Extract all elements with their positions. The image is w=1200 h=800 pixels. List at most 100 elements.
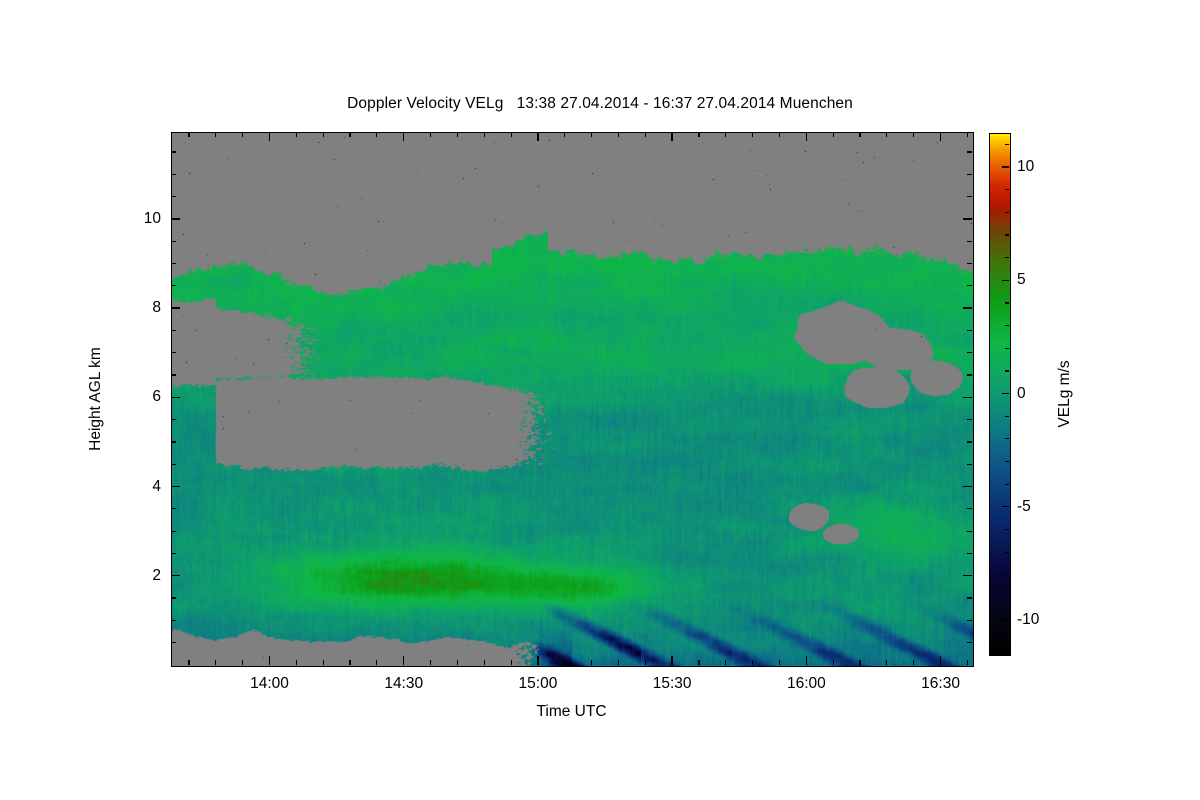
colorbar-tick-label: 10 bbox=[1017, 157, 1035, 175]
heatmap-plot-area[interactable] bbox=[171, 132, 974, 667]
x-axis-minor-tick bbox=[188, 132, 190, 137]
x-axis-minor-tick bbox=[698, 660, 700, 665]
y-axis-minor-tick bbox=[967, 352, 972, 354]
colorbar-minor-tick bbox=[1005, 574, 1009, 576]
x-axis-minor-tick bbox=[215, 132, 217, 137]
doppler-velocity-heatmap bbox=[172, 133, 973, 666]
x-axis-major-tick bbox=[537, 132, 539, 141]
y-axis-major-tick bbox=[963, 307, 972, 309]
colorbar-minor-tick bbox=[1005, 642, 1009, 644]
colorbar-title: VELg m/s bbox=[1056, 359, 1073, 428]
colorbar-major-tick bbox=[1002, 279, 1009, 281]
colorbar-major-tick bbox=[1002, 506, 1009, 508]
x-axis-minor-tick bbox=[322, 660, 324, 665]
y-axis-minor-tick bbox=[967, 374, 972, 376]
y-axis-minor-tick bbox=[967, 552, 972, 555]
x-axis-minor-tick bbox=[886, 660, 888, 665]
y-axis-minor-tick bbox=[967, 285, 972, 287]
y-axis-major-tick bbox=[963, 485, 972, 488]
colorbar-minor-tick bbox=[1005, 234, 1009, 236]
y-axis-minor-tick bbox=[967, 463, 972, 465]
x-axis-minor-tick bbox=[349, 132, 351, 137]
colorbar-tick-label: 0 bbox=[1017, 384, 1026, 402]
y-axis-major-tick bbox=[171, 396, 180, 399]
y-axis-major-tick bbox=[963, 396, 972, 399]
x-axis-major-tick bbox=[939, 132, 942, 141]
x-axis-tick-label: 14:30 bbox=[384, 675, 424, 692]
x-axis-major-tick bbox=[939, 656, 942, 665]
colorbar-minor-tick bbox=[1005, 189, 1009, 191]
x-axis-major-tick bbox=[403, 132, 405, 141]
x-axis-minor-tick bbox=[913, 660, 915, 665]
y-axis-tick-label: 10 bbox=[143, 209, 161, 227]
y-axis-minor-tick bbox=[171, 151, 176, 153]
colorbar-major-tick bbox=[1002, 619, 1009, 621]
x-axis-minor-tick bbox=[617, 660, 620, 665]
y-axis-major-tick bbox=[963, 575, 972, 577]
colorbar-minor-tick bbox=[1005, 551, 1009, 553]
colorbar-minor-tick bbox=[1005, 528, 1009, 531]
y-axis-minor-tick bbox=[171, 240, 176, 242]
y-axis-major-tick bbox=[171, 575, 180, 577]
x-axis-minor-tick bbox=[886, 132, 888, 137]
x-axis-minor-tick bbox=[242, 660, 244, 665]
x-axis-minor-tick bbox=[322, 132, 324, 137]
y-axis-tick-label: 4 bbox=[152, 477, 161, 495]
colorbar-minor-tick bbox=[1005, 257, 1009, 259]
y-axis-major-tick bbox=[171, 485, 180, 488]
x-axis-minor-tick bbox=[778, 132, 781, 137]
x-axis-minor-tick bbox=[376, 660, 378, 665]
y-axis-minor-tick bbox=[171, 374, 176, 376]
y-axis-major-tick bbox=[171, 218, 180, 220]
x-axis-minor-tick bbox=[242, 132, 244, 137]
colorbar-minor-tick bbox=[1005, 370, 1009, 372]
x-axis-minor-tick bbox=[215, 660, 217, 665]
x-axis-minor-tick bbox=[510, 660, 512, 665]
y-axis-minor-tick bbox=[967, 508, 972, 510]
x-axis-tick-label: 16:30 bbox=[921, 675, 960, 692]
x-axis-minor-tick bbox=[966, 660, 969, 665]
y-axis-minor-tick bbox=[967, 196, 972, 198]
x-axis-tick-label: 16:00 bbox=[786, 675, 826, 692]
y-axis-minor-tick bbox=[171, 619, 176, 621]
y-axis-minor-tick bbox=[171, 285, 176, 287]
x-axis-minor-tick bbox=[859, 660, 861, 665]
x-axis-major-tick bbox=[403, 656, 405, 665]
page-title: Doppler Velocity VELg 13:38 27.04.2014 -… bbox=[347, 95, 853, 112]
x-axis-minor-tick bbox=[483, 660, 485, 665]
x-axis-minor-tick bbox=[725, 132, 727, 137]
y-axis-minor-tick bbox=[967, 642, 972, 644]
x-axis-minor-tick bbox=[913, 132, 915, 137]
colorbar-minor-tick bbox=[1005, 302, 1009, 304]
x-axis-minor-tick bbox=[376, 132, 378, 137]
y-axis-minor-tick bbox=[171, 463, 176, 465]
x-axis-minor-tick bbox=[483, 132, 485, 137]
colorbar-minor-tick bbox=[1005, 211, 1009, 213]
colorbar-minor-tick bbox=[1005, 415, 1009, 417]
x-axis-minor-tick bbox=[778, 660, 781, 665]
y-axis-minor-tick bbox=[171, 262, 176, 265]
x-axis-minor-tick bbox=[752, 132, 754, 137]
x-axis-minor-tick bbox=[698, 132, 700, 137]
y-axis-minor-tick bbox=[171, 552, 176, 555]
y-axis-minor-tick bbox=[967, 530, 972, 532]
colorbar-gradient bbox=[990, 134, 1010, 655]
y-axis-minor-tick bbox=[967, 597, 972, 599]
colorbar-minor-tick bbox=[1005, 143, 1009, 145]
y-axis-minor-tick bbox=[171, 530, 176, 532]
x-axis-tick-label: 15:00 bbox=[518, 675, 558, 692]
y-axis-minor-tick bbox=[967, 441, 972, 443]
y-axis-tick-label: 2 bbox=[152, 566, 161, 584]
colorbar[interactable] bbox=[989, 133, 1011, 656]
colorbar-minor-tick bbox=[1005, 347, 1009, 349]
x-axis-minor-tick bbox=[832, 660, 834, 665]
x-axis-minor-tick bbox=[295, 660, 297, 665]
y-axis-minor-tick bbox=[171, 508, 176, 510]
y-axis-minor-tick bbox=[171, 441, 176, 443]
y-axis-major-tick bbox=[171, 307, 180, 309]
y-axis-tick-label: 8 bbox=[152, 299, 161, 317]
y-axis-minor-tick bbox=[171, 196, 176, 198]
y-axis-minor-tick bbox=[967, 173, 972, 175]
x-axis-minor-tick bbox=[859, 132, 861, 137]
x-axis-tick-label: 15:30 bbox=[652, 675, 692, 692]
